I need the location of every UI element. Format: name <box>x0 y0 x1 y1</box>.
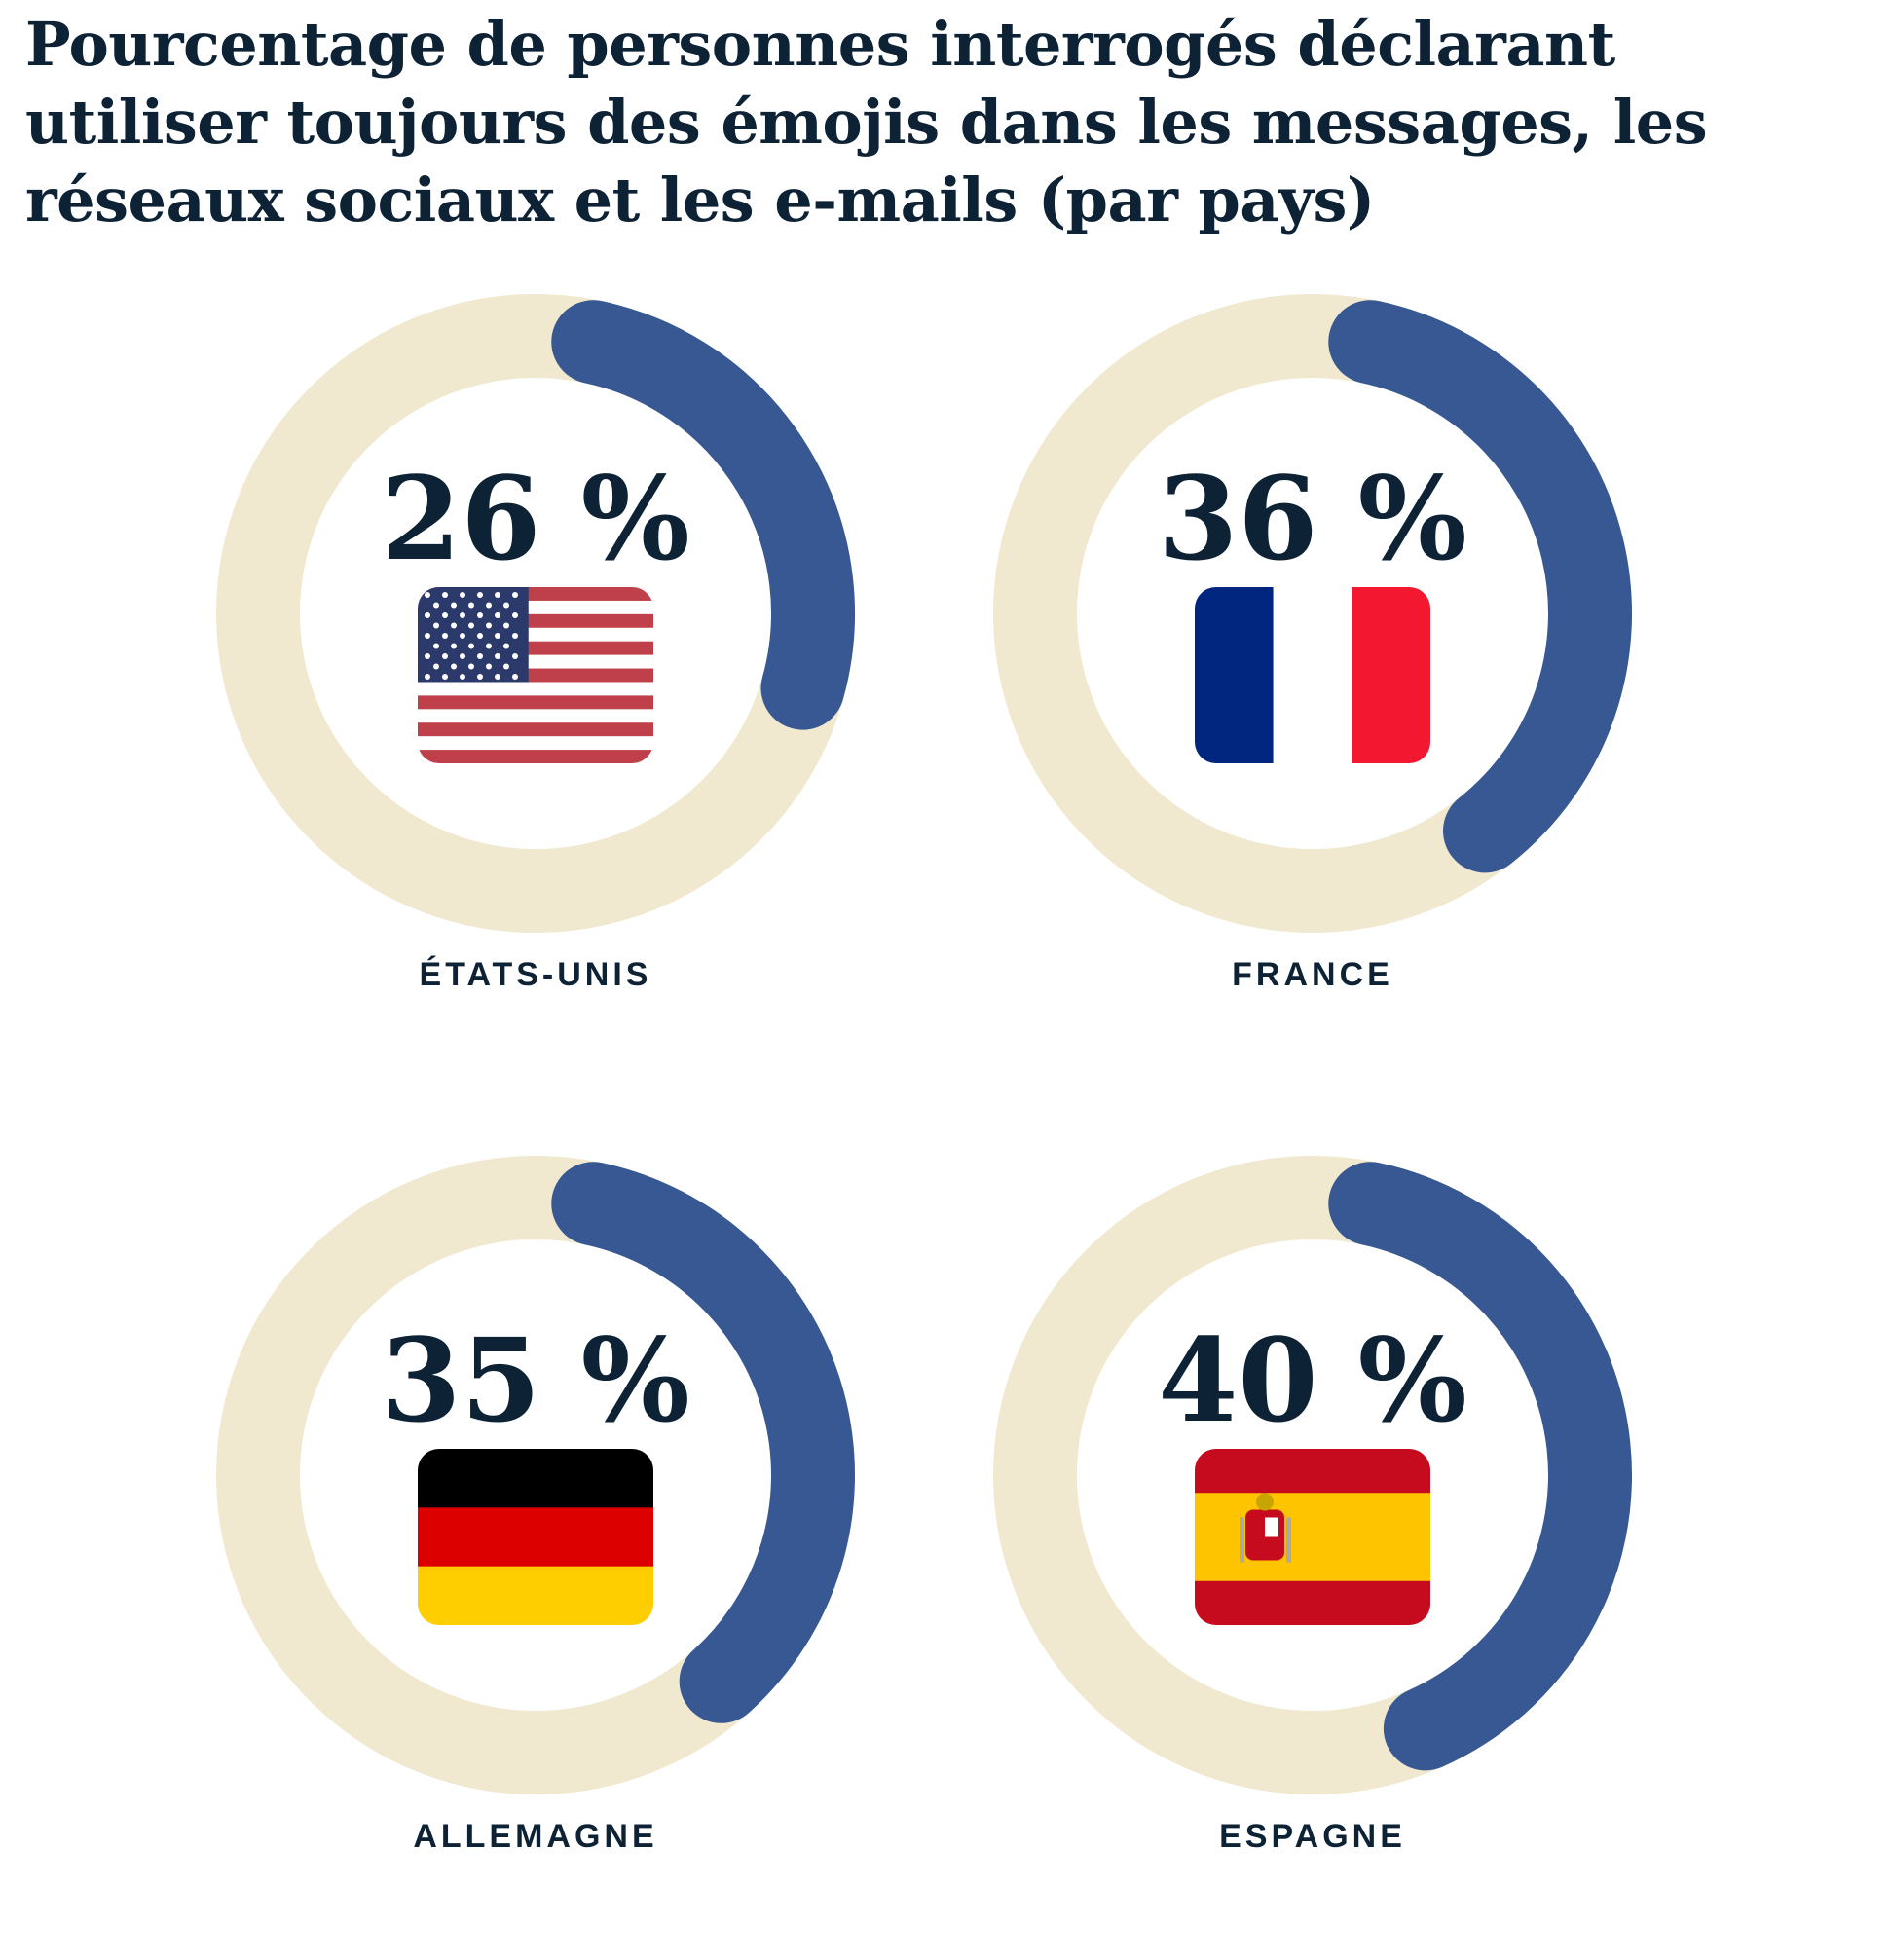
country-label: ESPAGNE <box>1219 1818 1406 1855</box>
donut-value-arc <box>551 300 855 730</box>
spain-flag-icon <box>1195 1449 1430 1625</box>
percent-label: 36 % <box>1158 451 1466 586</box>
country-label: ÉTATS-UNIS <box>420 956 652 993</box>
donut-value-arc <box>1328 1162 1632 1771</box>
country-label: ALLEMAGNE <box>413 1818 657 1855</box>
france-flag-icon <box>1195 587 1430 763</box>
chart-title: Pourcentage de personnes interrogés décl… <box>25 9 1708 236</box>
percent-label: 26 % <box>381 451 689 586</box>
percent-label: 40 % <box>1158 1313 1466 1448</box>
donut-value-arc <box>551 1162 855 1723</box>
donut-0: 26 % ÉTATS-UNIS <box>216 294 855 993</box>
donut-2: 35 % ALLEMAGNE <box>216 1156 855 1855</box>
donut-1: 36 % FRANCE <box>993 294 1632 993</box>
percent-label: 35 % <box>381 1313 689 1448</box>
germany-flag-icon <box>418 1449 653 1625</box>
donut-3: 40 % ESPAGNE <box>993 1156 1632 1855</box>
donut-value-arc <box>1328 300 1632 873</box>
us-flag-icon <box>418 587 653 763</box>
country-label: FRANCE <box>1232 956 1393 993</box>
